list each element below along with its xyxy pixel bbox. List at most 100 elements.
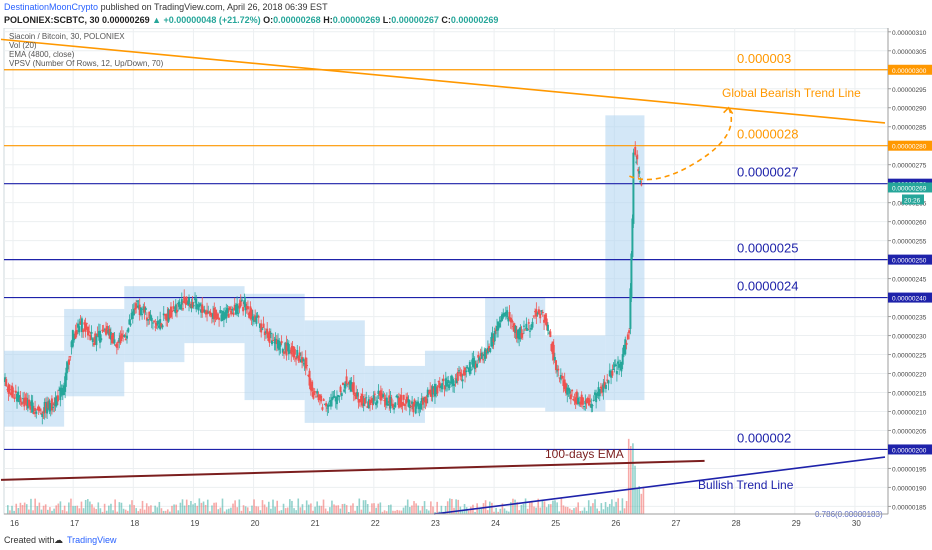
volume-bar (70, 498, 72, 514)
candle-body (631, 218, 634, 258)
candle-body (506, 310, 509, 318)
volume-bar (326, 511, 329, 514)
volume-bar (371, 503, 373, 514)
volume-bar (91, 504, 93, 514)
candle-body (268, 331, 271, 343)
volume-bar (613, 506, 615, 514)
volume-bar (209, 511, 211, 514)
volume-bar (640, 493, 643, 514)
volume-bar (177, 510, 180, 514)
candle-body (127, 328, 130, 332)
candle-body (387, 403, 390, 406)
candle-body (186, 302, 189, 304)
candle-body (71, 330, 74, 347)
candle-body (31, 402, 34, 413)
candle-body (228, 307, 231, 311)
candle-body (219, 310, 222, 314)
candle-body (603, 381, 606, 387)
volume-bar (491, 502, 493, 514)
candle-body (218, 318, 221, 320)
level-label: 0.000002 (737, 430, 791, 445)
price-tick-label: 0.00000210 (892, 409, 927, 416)
candle-body (493, 330, 496, 342)
volume-bar (86, 499, 89, 514)
volume-bar (510, 502, 512, 514)
volume-bar (413, 501, 415, 514)
volume-bar (150, 505, 152, 514)
volume-bar (545, 507, 548, 514)
volume-bar (23, 502, 26, 514)
candle-body (198, 303, 201, 306)
volume-bar (520, 504, 523, 514)
candle-body (500, 314, 503, 321)
volume-bar (505, 510, 508, 514)
volume-bar (137, 511, 140, 514)
volume-bar (270, 508, 272, 514)
candle-body (5, 379, 8, 387)
candle-body (583, 406, 586, 408)
level-axis-badge (888, 292, 932, 303)
volume-bar (573, 508, 575, 514)
volume-bar (223, 511, 226, 514)
footer: Created with ☁ TradingView (0, 531, 932, 550)
candle-body (604, 384, 607, 389)
author-link[interactable]: DestinationMoonCrypto (4, 2, 99, 12)
volume-bar (99, 508, 102, 514)
volume-bar (135, 508, 137, 514)
candle-body (256, 315, 259, 318)
candle-body (43, 401, 46, 413)
candle-body (399, 397, 402, 401)
candle-body (36, 408, 39, 411)
price-chart[interactable]: 0.000003 0.0000028 0.0000027 0.0000025 0.000… (0, 28, 932, 531)
volume-bar (299, 507, 302, 514)
candle-body (90, 332, 93, 334)
volume-bar (228, 508, 230, 514)
candle-body (190, 303, 193, 309)
volume-bar (486, 510, 489, 514)
candle-body (334, 397, 337, 402)
high-value: 0.00000269 (332, 15, 381, 25)
volume-bar (97, 502, 100, 514)
volume-bar (221, 498, 224, 514)
candle-body (468, 361, 471, 375)
candle-body (365, 397, 368, 399)
candle-body (540, 310, 543, 312)
candle-body (144, 307, 147, 311)
level-axis-label: 0.00000250 (892, 258, 927, 265)
volume-bar (53, 508, 55, 514)
volume-bar (606, 507, 609, 514)
candle-body (460, 373, 463, 377)
candle-body (161, 325, 164, 328)
volume-bar (244, 506, 247, 514)
tradingview-brand[interactable]: TradingView (67, 535, 117, 545)
candle-body (498, 323, 501, 328)
candle-body (50, 398, 53, 411)
candle-body (495, 326, 498, 331)
candle-body (347, 382, 350, 385)
volume-bar (225, 509, 228, 514)
candle-body (309, 384, 312, 391)
volume-bar (263, 504, 266, 514)
volume-bar (333, 504, 335, 514)
volume-bar (110, 503, 112, 514)
candle-body (77, 323, 80, 328)
ema-line (0, 459, 705, 481)
volume-bar (38, 502, 41, 514)
candle-body (59, 387, 62, 401)
volume-bar (518, 510, 521, 514)
candle-body (169, 306, 172, 318)
candle-body (91, 338, 94, 343)
volume-bar (385, 511, 388, 514)
candle-body (163, 314, 166, 316)
level-label: 0.0000024 (737, 279, 798, 294)
candle-body (14, 390, 17, 393)
candle-body (38, 408, 41, 411)
candle-body (206, 310, 209, 315)
candle-body (597, 387, 600, 396)
candle-body (580, 394, 583, 405)
volume-bar (246, 507, 249, 514)
level-axis-badge (888, 64, 932, 75)
candle-body (510, 319, 513, 323)
volume-bar (347, 511, 350, 514)
candle-body (30, 400, 33, 406)
